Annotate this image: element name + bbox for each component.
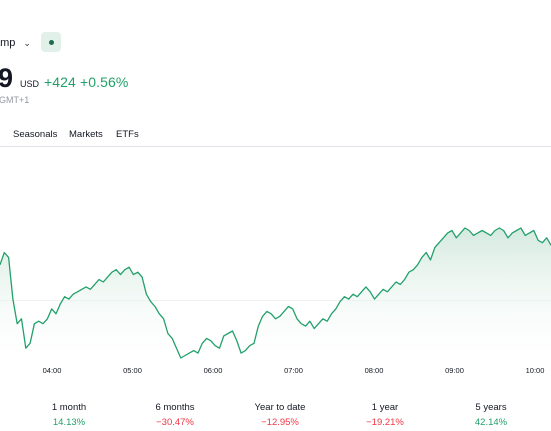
x-tick-label: 04:00 (43, 366, 62, 375)
x-tick-label: 10:00 (526, 366, 545, 375)
price-change: +424 +0.56% (44, 74, 128, 90)
x-tick-label: 09:00 (445, 366, 464, 375)
price-change-percent: +0.56% (79, 74, 129, 90)
perf-label: 1 year (371, 402, 399, 413)
perf-value: −30.47% (156, 417, 194, 428)
x-tick-label: 08:00 (365, 366, 384, 375)
exchange-dropdown[interactable]: amp ⌄ (0, 33, 31, 53)
last-price: 9 (0, 63, 14, 93)
x-tick-label: 07:00 (284, 366, 303, 375)
perf-1-month[interactable]: 1 month 14.13% (29, 402, 109, 430)
exchange-label: amp (0, 37, 16, 49)
x-tick-label: 06:00 (204, 366, 223, 375)
tab-etfs[interactable]: ETFs (116, 129, 139, 140)
tab-seasonals[interactable]: Seasonals (13, 129, 58, 140)
chart-area-fill (0, 228, 551, 358)
perf-value: 14.13% (52, 417, 86, 428)
chart-price-line (0, 227, 551, 359)
status-dot-icon (48, 39, 54, 45)
tab-markets[interactable]: Markets (69, 129, 103, 140)
price-timezone: GMT+1 (0, 95, 30, 105)
perf-label: 5 years (475, 402, 507, 413)
perf-value: −12.95% (261, 417, 299, 428)
perf-label: 1 month (51, 402, 87, 413)
price-currency: USD (20, 79, 40, 89)
price-change-absolute: +424 (44, 74, 76, 90)
tabs-divider (0, 146, 551, 147)
perf-5-years[interactable]: 5 years 42.14% (451, 402, 531, 430)
x-tick-label: 05:00 (123, 366, 142, 375)
perf-label: 6 months (155, 402, 195, 413)
chevron-down-icon: ⌄ (23, 37, 31, 48)
perf-6-months[interactable]: 6 months −30.47% (135, 402, 215, 430)
market-status-button[interactable] (41, 32, 61, 52)
perf-value: −19.21% (366, 417, 404, 428)
perf-label: Year to date (254, 402, 306, 413)
perf-year-to-date[interactable]: Year to date −12.95% (240, 402, 320, 430)
price-chart[interactable]: 04:00 05:00 06:00 07:00 08:00 09:00 10:00 (0, 150, 551, 382)
perf-1-year[interactable]: 1 year −19.21% (345, 402, 425, 430)
perf-value: 42.14% (474, 417, 508, 428)
